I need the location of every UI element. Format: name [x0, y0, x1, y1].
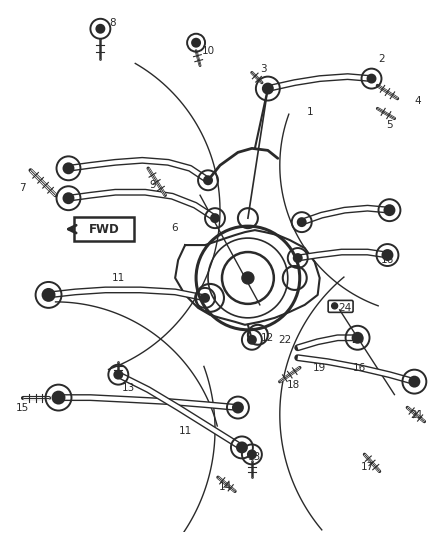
- Text: 22: 22: [278, 335, 291, 345]
- Circle shape: [53, 392, 64, 403]
- Text: 11: 11: [178, 426, 192, 437]
- Text: 3: 3: [261, 63, 267, 74]
- Text: 15: 15: [16, 402, 29, 413]
- Circle shape: [242, 272, 254, 284]
- Text: 16: 16: [381, 255, 394, 265]
- Circle shape: [114, 370, 122, 378]
- Text: FWD: FWD: [89, 223, 120, 236]
- Circle shape: [385, 205, 395, 215]
- Circle shape: [410, 377, 419, 386]
- Text: 21: 21: [411, 409, 424, 419]
- Text: 5: 5: [386, 120, 393, 131]
- Text: 12: 12: [261, 333, 275, 343]
- Circle shape: [64, 193, 74, 203]
- Text: 4: 4: [414, 95, 420, 106]
- Text: 16: 16: [353, 362, 366, 373]
- Text: 18: 18: [287, 379, 300, 390]
- Circle shape: [211, 214, 219, 222]
- Text: 6: 6: [171, 223, 177, 233]
- Text: 10: 10: [201, 46, 215, 55]
- Circle shape: [294, 254, 302, 262]
- Text: 17: 17: [361, 462, 374, 472]
- Text: 7: 7: [19, 183, 26, 193]
- Circle shape: [248, 336, 256, 344]
- Text: 19: 19: [313, 362, 326, 373]
- Text: 24: 24: [338, 303, 351, 313]
- Text: 11: 11: [112, 273, 125, 283]
- Text: 9: 9: [149, 180, 155, 190]
- Circle shape: [96, 25, 104, 33]
- Text: 13: 13: [248, 453, 261, 463]
- Circle shape: [263, 84, 273, 94]
- Circle shape: [42, 289, 54, 301]
- Circle shape: [204, 176, 212, 184]
- Text: 20: 20: [351, 335, 364, 345]
- Circle shape: [298, 218, 306, 226]
- Text: 14: 14: [219, 482, 232, 492]
- Circle shape: [192, 39, 200, 47]
- Circle shape: [382, 250, 392, 260]
- Text: 13: 13: [122, 383, 135, 393]
- Circle shape: [237, 442, 247, 453]
- Circle shape: [201, 294, 209, 302]
- Text: 2: 2: [378, 54, 385, 63]
- FancyBboxPatch shape: [74, 217, 134, 241]
- Circle shape: [233, 402, 243, 413]
- Circle shape: [367, 75, 375, 83]
- Text: 1: 1: [307, 108, 313, 117]
- Circle shape: [64, 163, 74, 173]
- Circle shape: [353, 333, 363, 343]
- Circle shape: [332, 303, 338, 309]
- Text: 8: 8: [109, 18, 116, 28]
- Circle shape: [248, 450, 256, 458]
